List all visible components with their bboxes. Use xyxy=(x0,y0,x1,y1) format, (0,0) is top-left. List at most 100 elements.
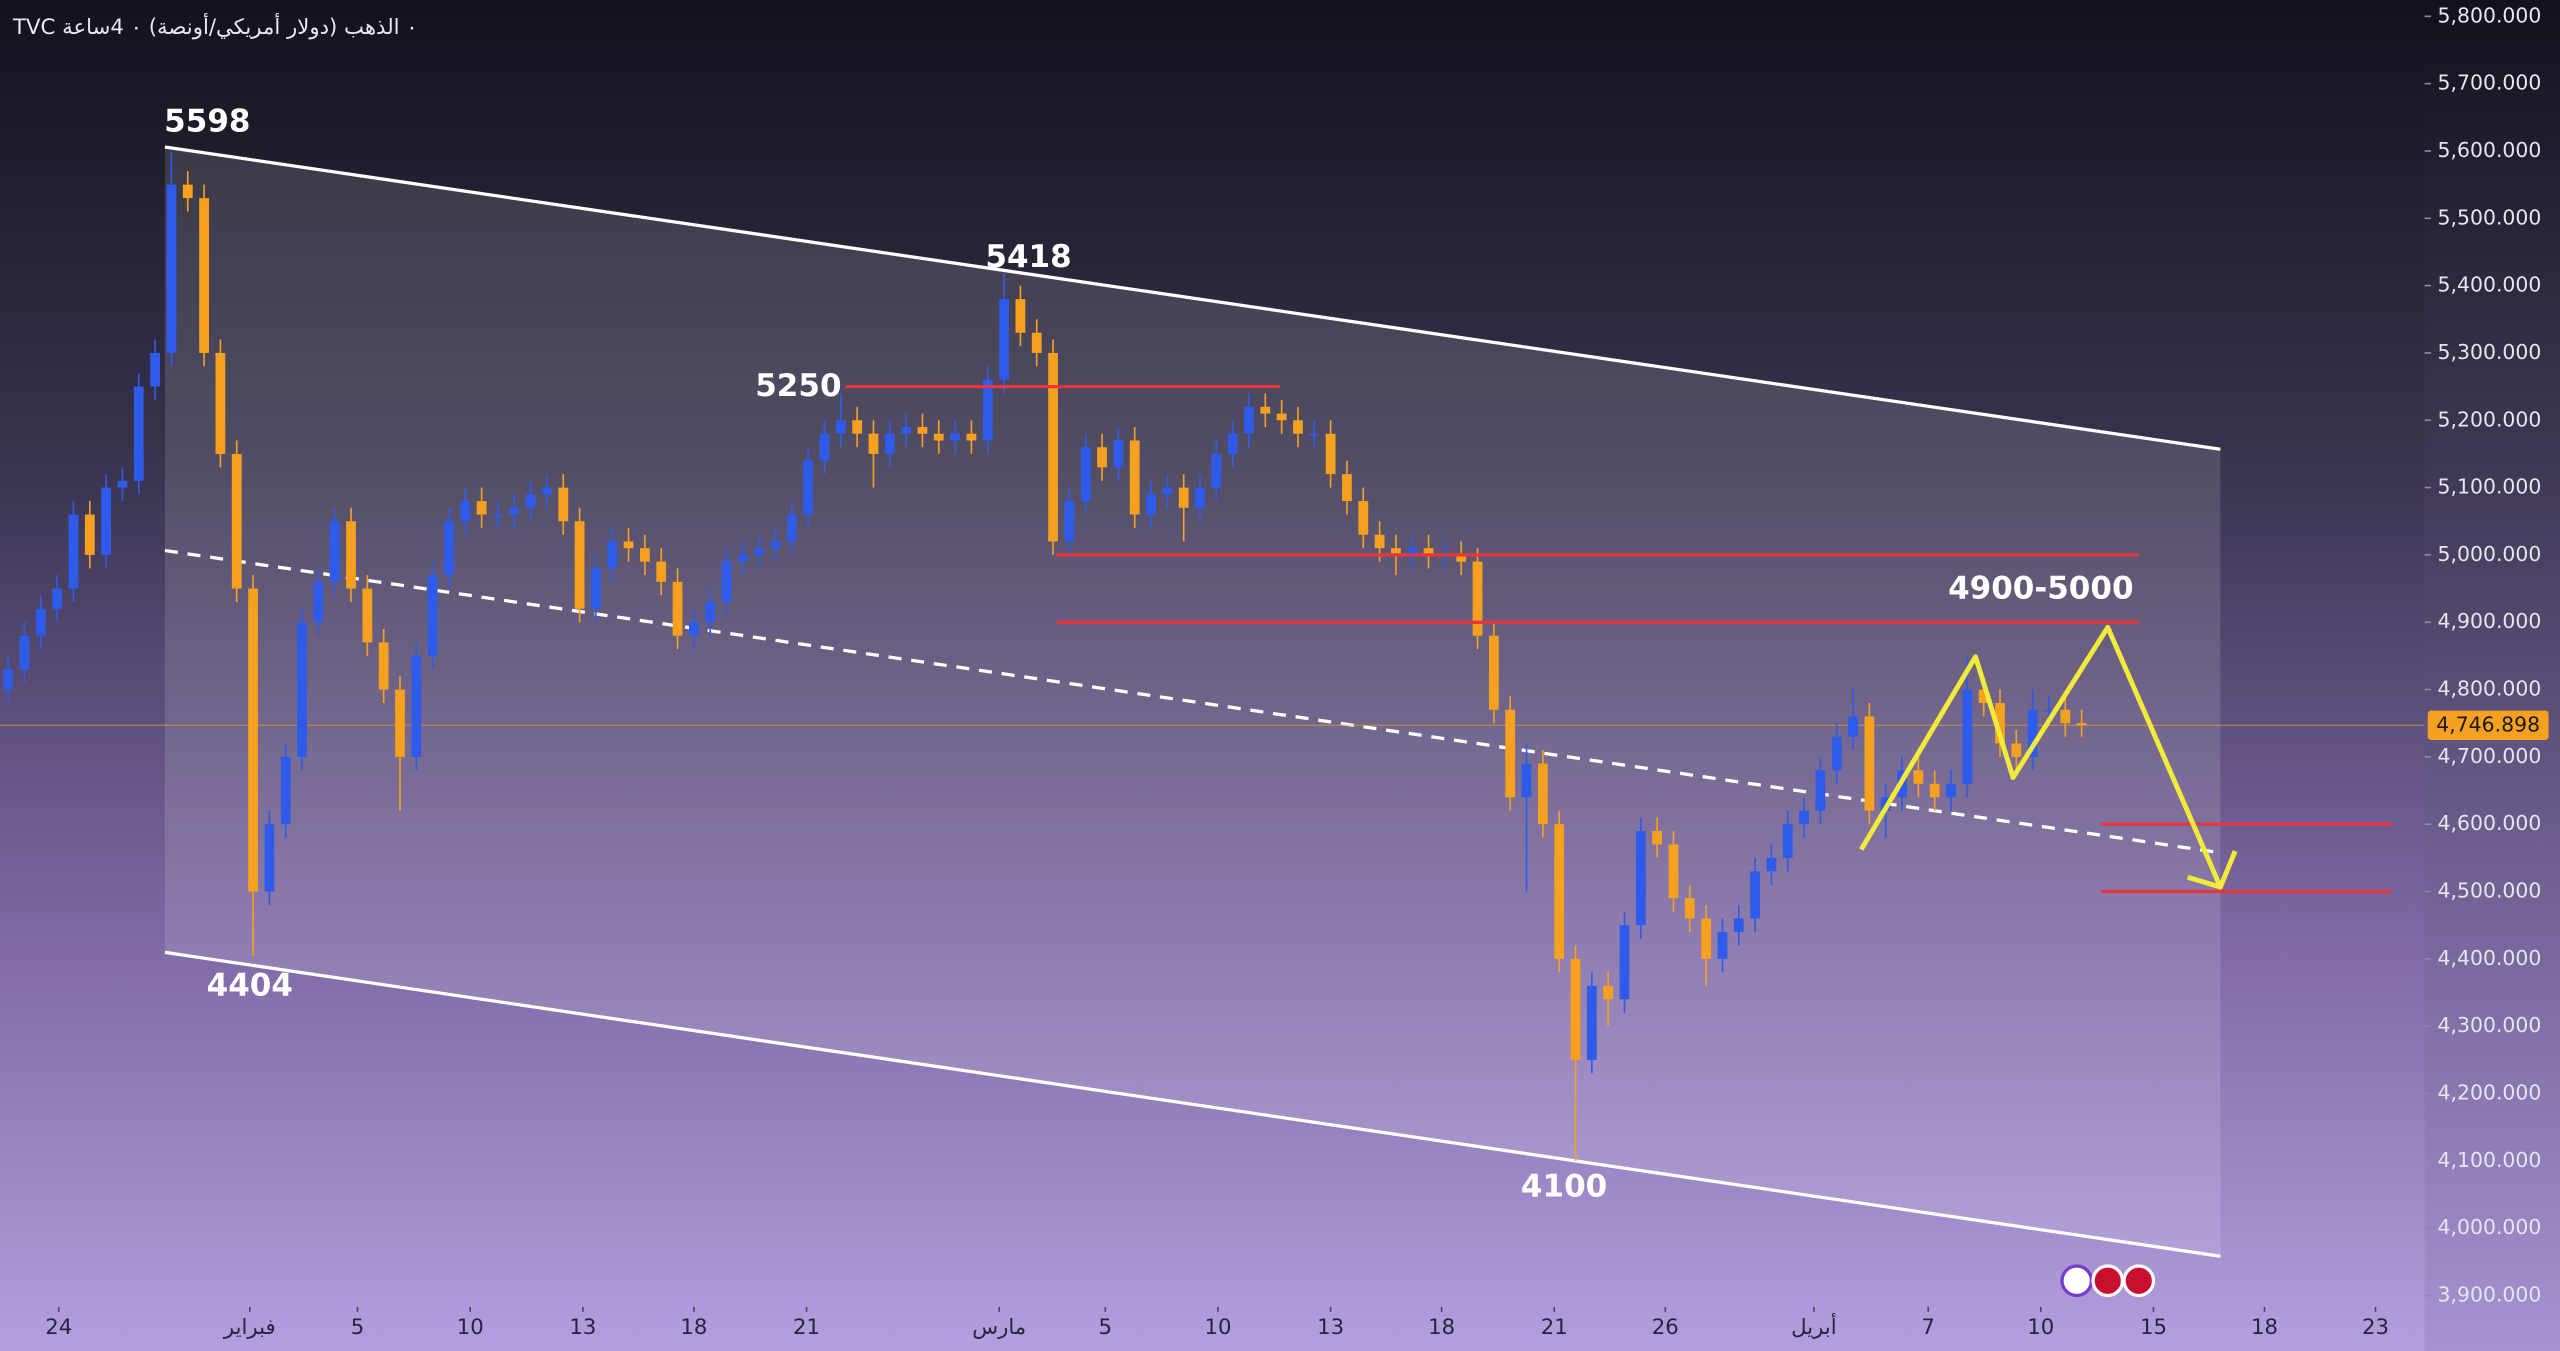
candle-body xyxy=(68,514,79,589)
x-tick-label: 18 xyxy=(2251,1315,2278,1340)
x-tick-label: 10 xyxy=(2027,1315,2054,1340)
candle-body xyxy=(297,622,307,757)
candle-body xyxy=(1472,561,1483,636)
candle-body xyxy=(1668,844,1679,899)
candle-body xyxy=(656,561,667,582)
candle-body xyxy=(737,554,748,562)
candle-body xyxy=(1505,709,1516,798)
candle-body xyxy=(1097,447,1107,468)
candle-body xyxy=(2044,709,2054,712)
candle-body xyxy=(803,460,814,515)
plot xyxy=(0,145,2425,1258)
candle-body xyxy=(770,541,781,549)
candle-body xyxy=(264,824,275,892)
candle-body xyxy=(1293,420,1303,434)
candle-body xyxy=(640,548,650,562)
candle-body xyxy=(460,501,471,522)
x-tick-label: 26 xyxy=(1652,1315,1679,1340)
last-price-box xyxy=(2427,710,2549,741)
candle-body xyxy=(705,602,716,623)
candle-body xyxy=(1603,985,1614,1000)
icon[interactable] xyxy=(2060,1264,2094,1298)
x-tick-label: 10 xyxy=(457,1315,484,1340)
candle-body xyxy=(35,608,46,636)
y-tick-label: 4,600.000 xyxy=(2438,811,2542,835)
candle-body xyxy=(721,561,732,603)
candle-body xyxy=(231,453,242,589)
annotation: 5418 xyxy=(985,239,1071,275)
candle-body xyxy=(444,521,454,576)
candle-body xyxy=(493,514,503,517)
icon[interactable] xyxy=(2122,1264,2156,1298)
candle-body xyxy=(1488,635,1499,710)
candle-body xyxy=(1717,931,1728,959)
candle-body xyxy=(509,507,520,515)
x-tick-label: 13 xyxy=(569,1315,596,1340)
candle-body xyxy=(1913,770,1924,784)
candle-body xyxy=(1113,440,1124,468)
candle-body xyxy=(1195,487,1205,508)
candle-body xyxy=(346,521,356,589)
candle-body xyxy=(1260,406,1271,414)
annotation: 4404 xyxy=(207,968,293,1004)
candle-body xyxy=(835,420,846,434)
candle-body xyxy=(84,514,95,555)
x-tick-label: 21 xyxy=(1541,1315,1568,1340)
candle-body xyxy=(1652,830,1663,845)
candle-body xyxy=(1554,824,1565,959)
candle-body xyxy=(607,541,618,569)
channel-mid xyxy=(164,548,2221,855)
x-tick-label: 13 xyxy=(1317,1315,1344,1340)
flag-icons[interactable] xyxy=(2060,1264,2156,1298)
y-tick-label: 4,200.000 xyxy=(2438,1080,2542,1104)
candle-body xyxy=(868,433,879,454)
candle-body xyxy=(52,588,63,609)
candle-body xyxy=(1162,487,1173,495)
candle-body xyxy=(1586,985,1597,1060)
candle-body xyxy=(476,501,487,515)
candle-body xyxy=(1342,474,1352,502)
x-tick-label: 7 xyxy=(1921,1315,1935,1340)
candle-body xyxy=(2011,743,2022,757)
chart-title: TVC ٠ الذهب (دولار أمريكي/أونصة) ٠ 4ساعة xyxy=(12,13,418,40)
candle-body xyxy=(427,575,438,656)
candle-body xyxy=(1946,783,1956,798)
y-tick-label: 4,500.000 xyxy=(2438,879,2542,903)
candle-body xyxy=(182,184,193,199)
y-tick-label: 4,700.000 xyxy=(2438,744,2542,768)
candle-body xyxy=(1391,548,1401,555)
candle-body xyxy=(1635,830,1646,926)
x-tick-label: 10 xyxy=(1204,1315,1231,1340)
candle-body xyxy=(1929,783,1940,798)
icon[interactable] xyxy=(2091,1264,2125,1298)
candle-body xyxy=(1766,857,1777,872)
candle-body xyxy=(933,433,944,441)
candle-body xyxy=(1276,413,1287,421)
candle-body xyxy=(1684,898,1695,919)
candle-body xyxy=(19,635,30,670)
candle-body xyxy=(1374,534,1385,549)
candle-body xyxy=(1129,440,1140,515)
candle-body xyxy=(378,642,389,690)
candle-body xyxy=(1848,716,1858,737)
candle-body xyxy=(1325,433,1336,475)
candle-body xyxy=(1831,736,1842,771)
candle-body xyxy=(786,514,797,542)
candle-body xyxy=(150,352,160,387)
candle-body xyxy=(1701,918,1712,959)
candle-body xyxy=(950,433,960,441)
candle-body xyxy=(819,433,830,461)
y-tick-label: 4,800.000 xyxy=(2438,677,2542,701)
x-tick-label: أبريل xyxy=(1791,1313,1836,1340)
candle-body xyxy=(1537,763,1548,825)
candle-body xyxy=(1962,689,1973,784)
candle-body xyxy=(411,655,422,757)
candle-body xyxy=(1048,352,1058,542)
x-tick-label: 23 xyxy=(2362,1315,2389,1340)
candle-body xyxy=(1456,554,1467,562)
candle-body xyxy=(672,581,683,636)
candle-body xyxy=(1309,433,1320,436)
candle-body xyxy=(1619,925,1630,1000)
candle-body xyxy=(1064,501,1075,542)
